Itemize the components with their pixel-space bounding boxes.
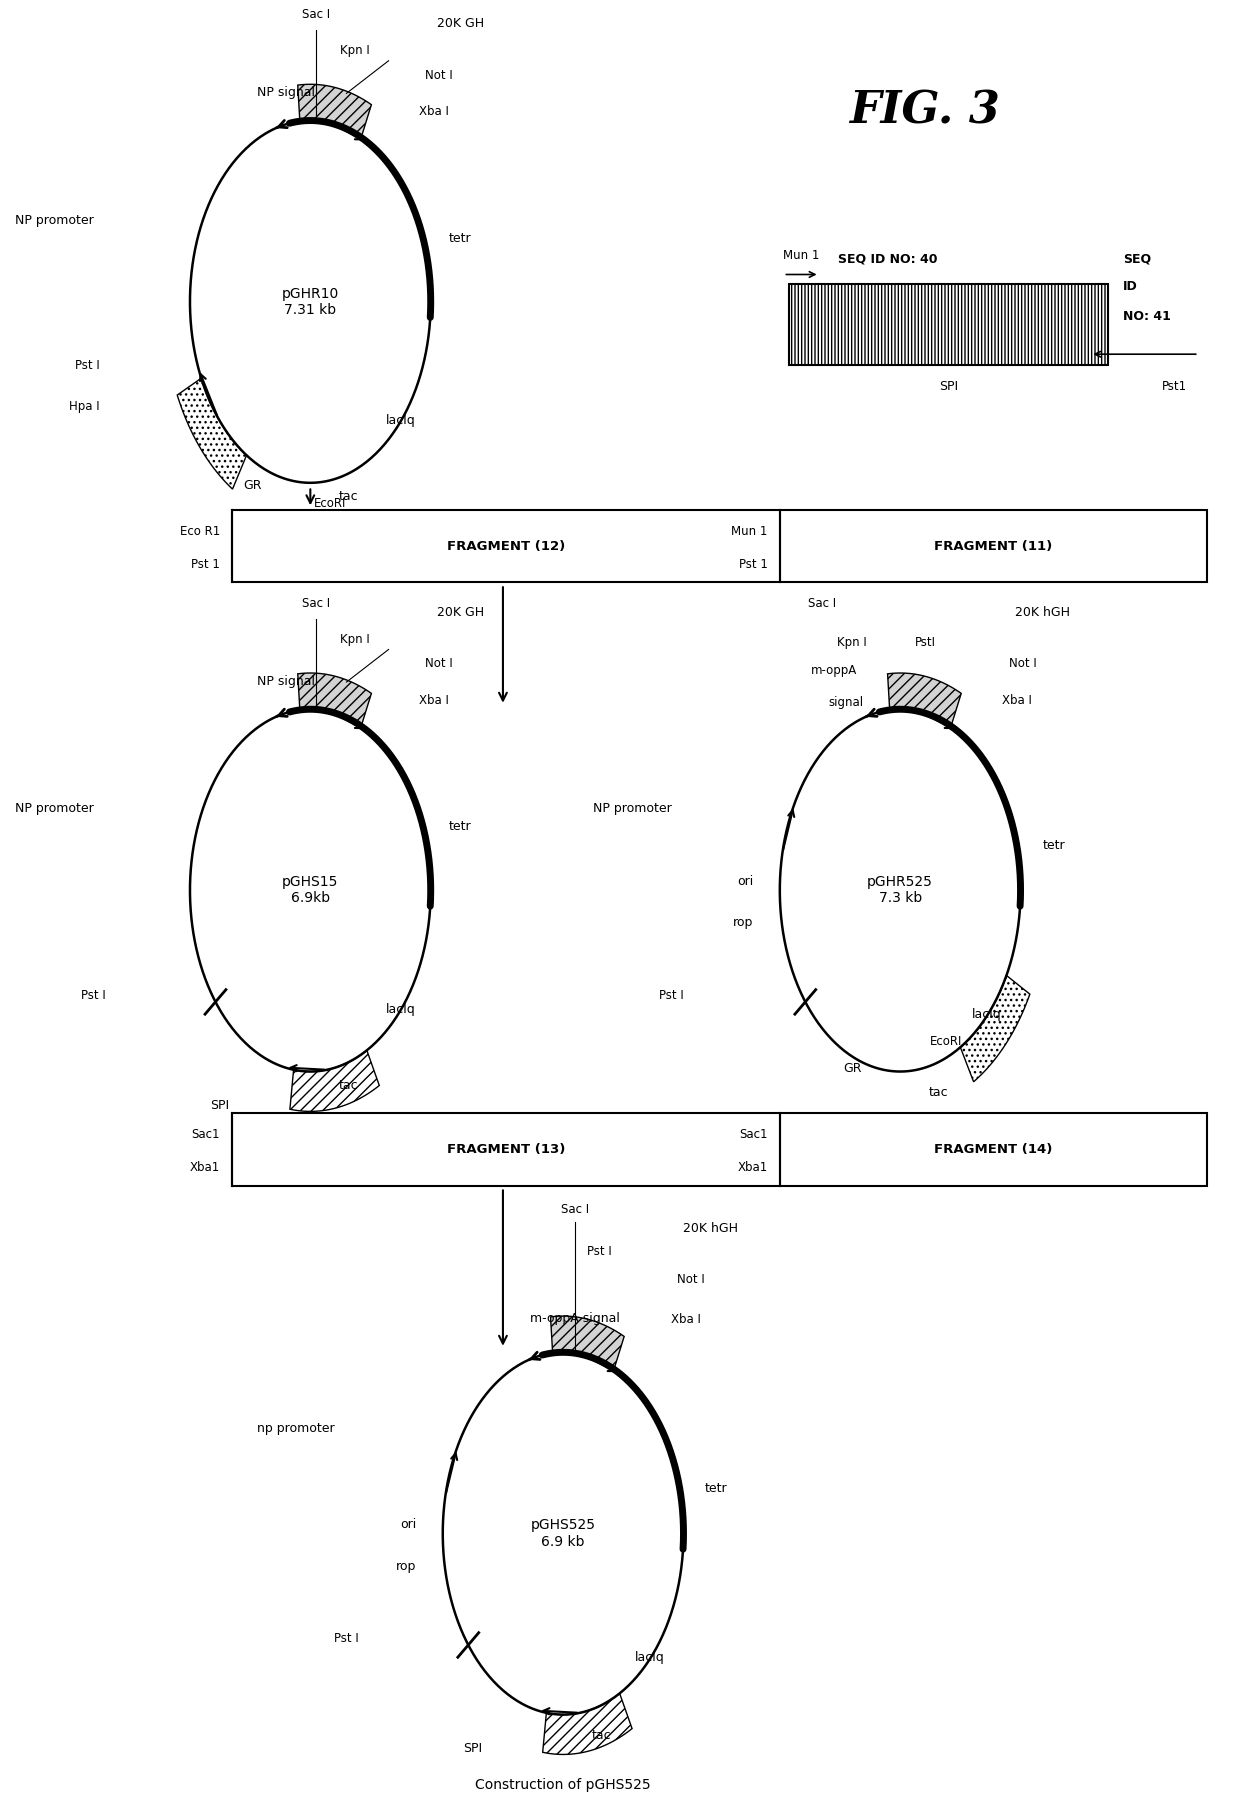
Bar: [790, 283, 1109, 365]
Text: tac: tac: [339, 491, 358, 503]
Text: Xba I: Xba I: [672, 1314, 702, 1326]
Text: Not I: Not I: [677, 1274, 706, 1286]
Text: rop: rop: [396, 1559, 417, 1572]
Text: FRAGMENT (13): FRAGMENT (13): [446, 1143, 565, 1156]
Text: Kpn I: Kpn I: [837, 636, 867, 649]
Text: Kpn I: Kpn I: [341, 632, 371, 645]
Text: Not I: Not I: [424, 69, 453, 82]
Text: signal: signal: [828, 696, 863, 709]
Text: Pst 1: Pst 1: [191, 558, 219, 571]
Text: NP promoter: NP promoter: [593, 803, 672, 816]
Text: FRAGMENT (12): FRAGMENT (12): [446, 540, 565, 552]
Text: Sac1: Sac1: [191, 1128, 219, 1141]
Text: 20K hGH: 20K hGH: [1014, 605, 1070, 618]
Text: Sac I: Sac I: [303, 596, 330, 611]
Text: pGHS525
6.9 kb: pGHS525 6.9 kb: [531, 1519, 595, 1548]
Polygon shape: [551, 1316, 624, 1370]
Text: tac: tac: [339, 1079, 358, 1092]
Polygon shape: [888, 672, 961, 727]
Text: laclq: laclq: [386, 1003, 415, 1016]
Bar: [780, 511, 1207, 583]
Text: tetr: tetr: [706, 1481, 728, 1495]
Text: laclq: laclq: [386, 414, 415, 427]
Text: GR: GR: [244, 480, 262, 492]
Text: Xba I: Xba I: [419, 105, 449, 118]
Text: SPI: SPI: [464, 1743, 482, 1755]
Bar: [232, 511, 780, 583]
Text: FRAGMENT (14): FRAGMENT (14): [934, 1143, 1053, 1156]
Text: Construction of pGHS525: Construction of pGHS525: [475, 1779, 651, 1793]
Text: NP signal: NP signal: [257, 85, 315, 98]
Text: tetr: tetr: [1042, 839, 1065, 852]
Polygon shape: [298, 84, 372, 138]
Text: Mun 1: Mun 1: [784, 249, 820, 262]
Text: Pst I: Pst I: [658, 988, 683, 1001]
Text: Xba I: Xba I: [1002, 694, 1033, 707]
Text: NP signal: NP signal: [257, 674, 315, 687]
Text: pGHS15
6.9kb: pGHS15 6.9kb: [283, 876, 339, 905]
Text: Sac I: Sac I: [303, 7, 330, 20]
Text: Sac I: Sac I: [562, 1203, 589, 1216]
Polygon shape: [298, 672, 372, 727]
Text: 20K GH: 20K GH: [436, 16, 484, 29]
Text: FIG. 3: FIG. 3: [849, 91, 999, 133]
Text: GR: GR: [843, 1063, 862, 1076]
Text: Hpa I: Hpa I: [69, 400, 99, 412]
Text: Pst1: Pst1: [1162, 380, 1187, 392]
Text: Pst I: Pst I: [334, 1632, 358, 1644]
Text: ori: ori: [737, 874, 754, 889]
Text: Pst I: Pst I: [588, 1245, 613, 1257]
Text: np promoter: np promoter: [257, 1423, 335, 1435]
Text: pGHR525
7.3 kb: pGHR525 7.3 kb: [867, 876, 934, 905]
Text: m-oppA signal: m-oppA signal: [531, 1312, 620, 1325]
Polygon shape: [177, 378, 247, 489]
Text: SPI: SPI: [211, 1099, 229, 1112]
Text: FRAGMENT (11): FRAGMENT (11): [934, 540, 1053, 552]
Text: 20K hGH: 20K hGH: [683, 1221, 739, 1234]
Text: EcoRI: EcoRI: [930, 1036, 962, 1048]
Text: ori: ori: [401, 1517, 417, 1532]
Text: Sac1: Sac1: [739, 1128, 768, 1141]
Text: laclq: laclq: [635, 1652, 665, 1664]
Text: m-oppA: m-oppA: [811, 663, 857, 676]
Text: Pst I: Pst I: [74, 358, 99, 371]
Text: Not I: Not I: [424, 658, 453, 670]
Text: tetr: tetr: [449, 821, 471, 834]
Text: NP promoter: NP promoter: [15, 803, 94, 816]
Text: NP promoter: NP promoter: [15, 214, 94, 227]
Text: Eco R1: Eco R1: [180, 525, 219, 538]
Text: Xba1: Xba1: [738, 1161, 768, 1174]
Polygon shape: [960, 976, 1030, 1081]
Text: Pst I: Pst I: [81, 988, 105, 1001]
Text: pGHR10
7.31 kb: pGHR10 7.31 kb: [281, 287, 339, 316]
Text: Not I: Not I: [1008, 658, 1037, 670]
Text: SEQ: SEQ: [1123, 253, 1151, 265]
Text: EcoRI: EcoRI: [314, 498, 346, 511]
Text: SPI: SPI: [940, 380, 959, 392]
Text: rop: rop: [733, 916, 754, 930]
Polygon shape: [543, 1693, 632, 1755]
Text: tac: tac: [591, 1730, 611, 1743]
Bar: [780, 1114, 1207, 1187]
Text: Kpn I: Kpn I: [341, 44, 371, 56]
Text: Xba I: Xba I: [419, 694, 449, 707]
Text: tetr: tetr: [449, 233, 471, 245]
Text: 20K GH: 20K GH: [436, 605, 484, 618]
Text: ID: ID: [1123, 280, 1137, 293]
Text: NO: 41: NO: 41: [1123, 311, 1171, 323]
Text: laclq: laclq: [972, 1008, 1002, 1021]
Text: Sac I: Sac I: [808, 596, 836, 611]
Text: Xba1: Xba1: [190, 1161, 219, 1174]
Text: SEQ ID NO: 40: SEQ ID NO: 40: [837, 253, 937, 265]
Text: Pst 1: Pst 1: [739, 558, 768, 571]
Text: tac: tac: [929, 1087, 949, 1099]
Text: PstI: PstI: [915, 636, 936, 649]
Polygon shape: [290, 1050, 379, 1112]
Text: Mun 1: Mun 1: [732, 525, 768, 538]
Bar: [232, 1114, 780, 1187]
